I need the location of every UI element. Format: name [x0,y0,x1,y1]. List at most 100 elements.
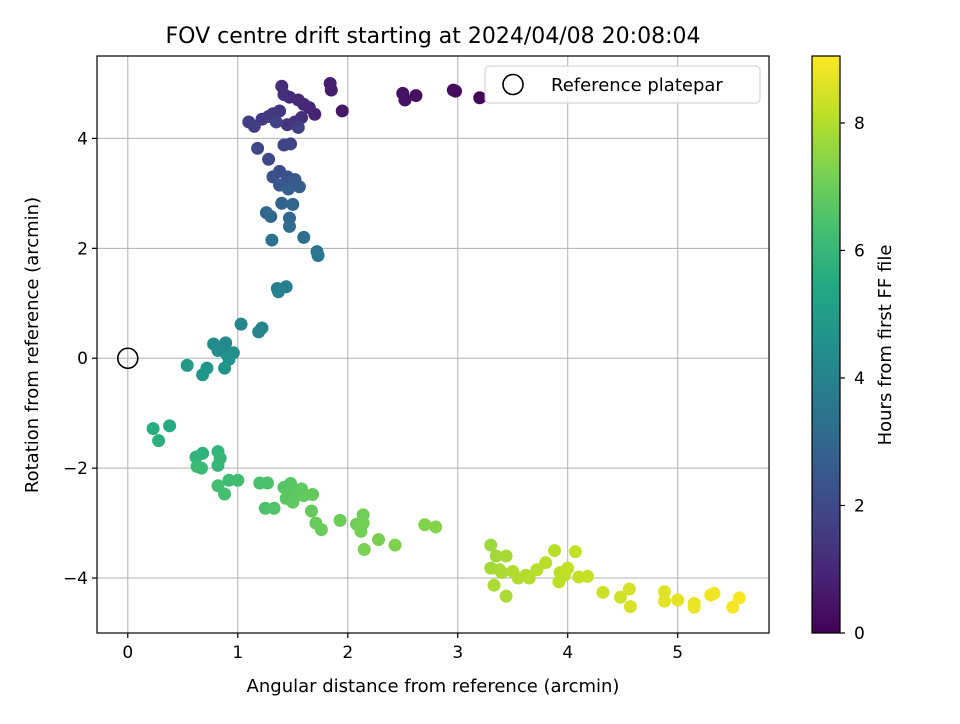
x-tick-label: 1 [232,643,243,663]
data-point [707,586,721,600]
x-axis-ticks: 0 1 2 3 4 5 [122,633,683,663]
data-point [499,549,513,563]
data-point [487,578,501,592]
data-point [252,325,266,339]
x-tick-label: 4 [562,643,573,663]
data-point [658,585,672,599]
data-point [275,196,289,210]
legend[interactable]: Reference platepar [484,65,761,104]
data-point [623,600,637,614]
data-point [614,590,628,604]
data-point [286,197,300,211]
legend-reference-marker [502,73,524,96]
data-point [495,566,509,580]
data-point [231,473,245,487]
data-points [116,76,746,614]
plot-area: 0 1 2 3 4 5 −4 −2 0 2 4 [63,55,770,663]
data-point [262,152,276,166]
data-point [522,571,536,585]
data-point [280,118,294,132]
legend-box [484,65,761,104]
data-point [658,594,672,608]
y-tick-label: −4 [63,569,88,589]
colorbar-tick-label: 8 [854,114,865,134]
data-point [489,549,503,563]
data-point [409,89,423,103]
data-point [260,476,274,490]
data-point [292,180,306,194]
data-point [596,585,610,599]
colorbar-label: Hours from first FF file [875,245,896,446]
data-point [180,358,194,372]
data-point [271,285,285,299]
data-point [418,518,432,532]
y-tick-label: 4 [77,129,88,149]
chart-title: FOV centre drift starting at 2024/04/08 … [166,24,701,49]
y-axis-label: Rotation from reference (arcmin) [22,197,43,493]
colorbar-tick-label: 4 [854,369,865,389]
data-point [473,91,487,105]
x-axis-label: Angular distance from reference (arcmin) [247,676,620,697]
data-point [429,520,443,534]
data-point [446,83,460,97]
data-point [396,86,410,100]
colorbar-tick-label: 6 [854,241,865,261]
data-point [218,487,232,501]
reference-platepar-marker [116,347,139,370]
data-point [323,76,337,90]
data-point [539,556,553,570]
colorbar-tick-label: 2 [854,496,865,516]
data-point [297,230,311,244]
data-point [234,317,248,331]
data-point [242,115,256,129]
data-point [251,141,265,155]
data-point [622,582,636,596]
data-point [146,422,160,436]
data-point [333,513,347,527]
data-point [152,434,166,448]
data-point [286,495,300,509]
y-tick-label: 0 [77,349,88,369]
y-axis-ticks: −4 −2 0 2 4 [63,129,97,589]
colorbar-tick-label: 0 [854,624,865,644]
x-tick-label: 2 [342,643,353,663]
data-point [211,458,225,472]
y-tick-label: −2 [63,459,88,479]
data-point [499,589,513,603]
data-point [548,544,562,558]
colorbar-ticks: 0 2 4 6 8 [840,114,865,644]
colorbar: 0 2 4 6 8 Hours from first FF file [811,55,896,644]
x-tick-label: 3 [452,643,463,663]
data-point [388,538,402,552]
data-point [671,593,685,607]
data-point [269,115,283,129]
data-point [306,488,320,502]
data-point [267,501,281,515]
plot-frame [96,55,770,634]
data-point [568,545,582,559]
data-point [581,569,595,583]
legend-entry-reference: Reference platepar [551,75,723,96]
x-tick-label: 0 [122,643,133,663]
data-point [291,120,305,134]
data-point [484,538,498,552]
data-point [163,419,177,433]
data-point [314,523,328,537]
data-point [335,104,349,118]
data-point [354,524,368,538]
data-point [561,561,575,575]
data-point [311,248,325,262]
data-point [275,79,289,93]
data-point [530,563,544,577]
data-point [687,600,701,614]
x-tick-label: 5 [672,643,683,663]
data-point [265,233,279,247]
data-point [277,138,291,152]
data-point [281,182,295,196]
data-point [726,600,740,614]
data-point [194,461,208,475]
y-tick-label: 2 [77,239,88,259]
data-point [218,361,232,375]
